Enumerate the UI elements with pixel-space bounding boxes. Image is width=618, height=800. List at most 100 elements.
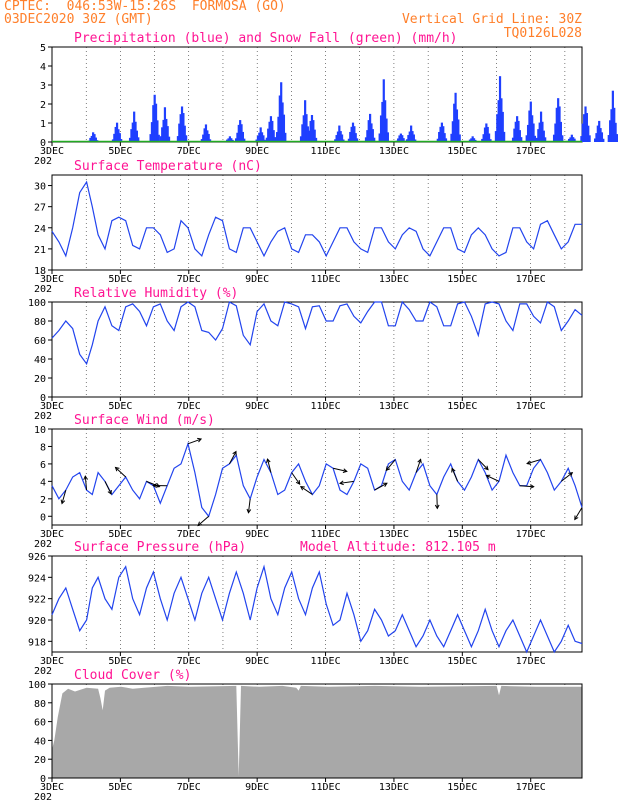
precip-bar [353, 126, 356, 142]
precip-bar [350, 126, 353, 142]
precip-bar [128, 137, 132, 142]
wind-arrow-shaft [374, 482, 388, 491]
precip-bar [442, 126, 445, 142]
precip-bar [610, 109, 613, 142]
precip-bar [259, 127, 262, 142]
precip-bar [310, 115, 314, 142]
wind-arrow-shaft [84, 476, 88, 491]
precip-bar [131, 122, 134, 142]
pressure-xtick-label: 7DEC [177, 656, 201, 667]
precip-bar [398, 135, 401, 142]
cloud-ytick-label: 40 [34, 736, 46, 747]
precip-xtick-label: 7DEC [177, 146, 201, 157]
precip-bar [280, 82, 283, 142]
precip-bar [118, 133, 121, 142]
precip-bar [408, 131, 411, 142]
pressure-xtick-label: 17DEC [516, 656, 546, 667]
wind-arrow-head [60, 499, 66, 505]
precip-bar [134, 121, 137, 142]
precip-bar [176, 136, 180, 142]
temp-ytick-label: 18 [34, 266, 46, 277]
precip-bar [302, 115, 305, 142]
precip-bar [453, 103, 456, 142]
precip-bar [570, 134, 573, 142]
wind-arrow-shaft [519, 485, 534, 488]
precip-bar [275, 132, 279, 142]
precip-bar [378, 133, 381, 142]
precip-bar [514, 121, 517, 142]
cloud-ytick-label: 60 [34, 718, 46, 729]
precip-bar [179, 114, 182, 142]
wind-ytick-label: 2 [40, 495, 46, 506]
wind-arrow-head [295, 480, 301, 485]
precip-bar [580, 136, 583, 142]
wind-arrow-shaft [486, 474, 500, 482]
precip-bar [299, 136, 303, 142]
pressure-xtick-label: 11DEC [310, 656, 340, 667]
precip-bar [489, 139, 492, 142]
rh-ytick-label: 20 [34, 374, 46, 385]
precip-bar [267, 128, 270, 142]
wind-arrow-head [385, 466, 391, 472]
pressure-title: Surface Pressure (hPa) [74, 540, 246, 555]
precip-bar [178, 123, 181, 142]
cloud-ytick-label: 100 [28, 680, 46, 691]
temp-frame [51, 174, 583, 271]
precip-bar [458, 134, 461, 142]
pressure-ytick-label: 920 [28, 616, 46, 627]
precip-bar [439, 126, 442, 142]
rh-series-line [51, 300, 583, 366]
wind-xtick-label: 13DEC [379, 529, 409, 540]
pressure-xtick-label: 3DEC [40, 656, 64, 667]
precip-ytick-label: 1 [40, 119, 46, 130]
precip-bar [614, 122, 617, 142]
precip-bar [256, 135, 260, 142]
wind-arrow-shaft [247, 498, 251, 513]
pressure-xtick-label: 5DEC [108, 656, 132, 667]
rh-xtick-label: 3DEC [40, 401, 64, 412]
precip-bar [373, 137, 376, 142]
cloud-xtick-label: 13DEC [379, 782, 409, 793]
precip-bar [497, 100, 500, 142]
wind-arrow-head [232, 450, 237, 456]
precip-bar [313, 129, 316, 142]
precip-bar [349, 131, 352, 142]
precip-bar [600, 132, 604, 142]
precip-bar [552, 134, 556, 142]
wind-xtick-label: 15DEC [447, 529, 477, 540]
precip-bar [135, 130, 138, 142]
wind-arrow-head [246, 508, 252, 514]
pressure-subtitle: Model Altitude: 812.105 m [300, 540, 496, 555]
wind-frame [51, 428, 583, 526]
cloud-frame-top [51, 683, 583, 779]
wind-arrow-shaft [187, 438, 202, 445]
precip-bar [338, 125, 341, 142]
precip-bar [581, 123, 584, 142]
precip-bar [568, 138, 571, 142]
precip-bar [405, 139, 409, 142]
wind-arrow-head [529, 484, 535, 489]
wind-ytick-label: 4 [40, 477, 46, 488]
precip-bar [382, 79, 385, 142]
precip-bar [379, 115, 383, 142]
precip-bar [513, 128, 516, 142]
wind-arrow-shaft [300, 486, 313, 495]
wind-arrow-head [382, 482, 388, 487]
wind-arrow-head [266, 458, 271, 464]
pressure-ytick-label: 922 [28, 595, 46, 606]
precip-bar [185, 135, 188, 142]
wind-arrow-head [152, 483, 158, 488]
temp-xtick-label: 17DEC [516, 274, 546, 285]
cloud-year-label: 202 [34, 792, 52, 800]
rh-ytick-label: 80 [34, 317, 46, 328]
wind-arrow-shaft [104, 481, 112, 495]
precip-bar [93, 134, 96, 142]
wind-arrow-head [107, 489, 112, 495]
rh-year-label: 202 [34, 411, 52, 422]
precip-bar [384, 100, 387, 142]
precip-bar [137, 137, 140, 142]
wind-xtick-label: 5DEC [108, 529, 132, 540]
precip-bar [336, 131, 340, 142]
precip-bar [89, 137, 92, 142]
